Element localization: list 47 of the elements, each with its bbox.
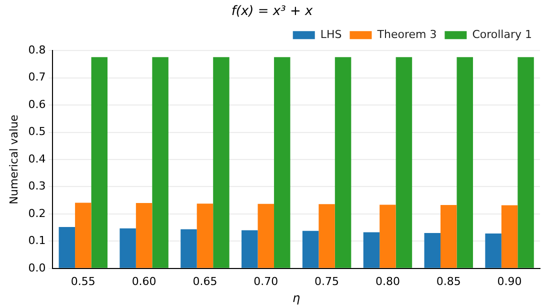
bar <box>501 205 518 268</box>
bar <box>120 228 136 268</box>
bar <box>334 57 352 268</box>
legend-label: Corollary 1 <box>472 28 532 41</box>
bar <box>424 233 441 268</box>
x-tick-label: 0.85 <box>436 274 461 288</box>
bar <box>302 230 319 268</box>
legend-label: Theorem 3 <box>376 28 437 41</box>
y-tick-label: 0.3 <box>28 180 46 193</box>
bar <box>136 203 152 268</box>
y-tick-label: 0.2 <box>28 206 46 220</box>
y-tick-label: 0.6 <box>28 98 46 111</box>
y-tick-label: 0.0 <box>28 261 46 274</box>
x-tick-label: 0.55 <box>70 274 96 288</box>
x-tick-label: 0.75 <box>314 274 340 288</box>
y-axis-title: Numerical value <box>7 114 20 204</box>
y-tick-label: 0.7 <box>28 70 46 84</box>
bar <box>152 57 168 268</box>
bar <box>396 57 412 268</box>
bar <box>180 229 197 268</box>
bar <box>58 227 76 268</box>
y-tick-label: 0.4 <box>28 152 46 166</box>
y-tick-label: 0.1 <box>28 234 46 248</box>
legend-label: LHS <box>320 28 342 41</box>
bar <box>363 232 380 268</box>
bar <box>196 204 214 268</box>
chart-title: f(x) = x³ + x <box>231 4 313 20</box>
bar <box>75 202 92 268</box>
bar <box>318 204 335 268</box>
bar <box>213 57 230 268</box>
x-tick-label: 0.70 <box>254 274 278 288</box>
bar <box>440 204 457 268</box>
x-tick-label: 0.80 <box>375 274 400 288</box>
x-tick-label: 0.90 <box>497 274 522 288</box>
bar <box>380 204 396 268</box>
bar <box>258 204 274 268</box>
bar <box>518 57 534 268</box>
bar <box>91 57 108 268</box>
bar <box>485 234 502 268</box>
bar <box>456 57 473 268</box>
bar <box>274 57 290 268</box>
x-axis-title: η <box>292 290 301 305</box>
x-tick-label: 0.60 <box>132 274 156 288</box>
y-tick-label: 0.8 <box>28 43 46 56</box>
x-tick-label: 0.65 <box>192 274 218 288</box>
bar <box>242 230 258 268</box>
y-tick-label: 0.5 <box>28 125 46 138</box>
